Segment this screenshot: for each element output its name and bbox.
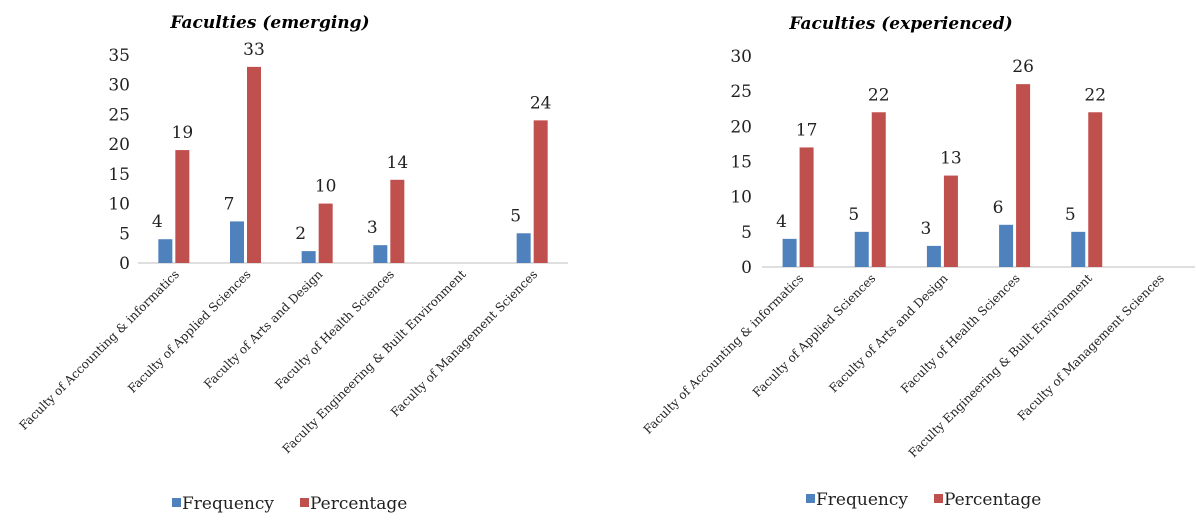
y-tick-label: 10 [108, 195, 130, 215]
y-tick-label: 15 [108, 165, 130, 185]
y-tick-label: 0 [741, 258, 752, 278]
data-label: 6 [993, 198, 1004, 218]
category-label: Faculty of Accounting & informatics [641, 271, 807, 437]
data-label: 5 [510, 206, 521, 226]
y-tick-label: 5 [741, 223, 752, 243]
y-tick-label: 15 [730, 153, 752, 173]
y-tick-label: 35 [108, 46, 130, 66]
chart-title: Faculties (experienced) [788, 14, 1012, 34]
data-label: 7 [224, 194, 235, 214]
legend-label: Percentage [310, 494, 407, 514]
legend-swatch [806, 494, 815, 503]
category-label: Faculty of Arts and Design [826, 271, 950, 395]
y-tick-label: 25 [108, 105, 130, 125]
bar-percentage [1088, 112, 1103, 268]
chart-1: Faculties (emerging)05101520253035419Fac… [16, 13, 568, 514]
data-label: 4 [152, 212, 163, 232]
data-label: 3 [367, 218, 378, 238]
data-label: 24 [530, 93, 552, 113]
bar-percentage [799, 147, 814, 267]
category-label: Faculty of Applied Sciences [125, 267, 254, 396]
bar-frequency [926, 245, 941, 267]
chart-2: Faculties (experienced) 0 5 10 15 20 25 30 4 17 Fa… [641, 14, 1195, 510]
bar-percentage [247, 66, 261, 263]
y-tick-label: 0 [119, 254, 130, 274]
category-label: Faculty of Applied Sciences [750, 271, 879, 400]
legend-swatch [934, 494, 943, 503]
data-label: 19 [172, 123, 194, 143]
y-tick-label: 30 [108, 76, 130, 96]
y-tick-label: 25 [730, 82, 752, 102]
bar-frequency [516, 233, 531, 263]
y-tick-label: 20 [730, 117, 752, 137]
data-label: 5 [848, 205, 859, 225]
data-label: 3 [921, 219, 932, 239]
legend-label: Frequency [816, 490, 908, 510]
category-label: Faculty of Arts and Design [201, 267, 325, 391]
data-label: 22 [868, 85, 890, 105]
category-label: Faculty of Health Sciences [898, 271, 1023, 396]
bar-frequency [1071, 231, 1086, 267]
data-label: 17 [796, 120, 818, 140]
data-label: 14 [387, 153, 409, 173]
bar-frequency [301, 251, 316, 263]
data-label: 5 [1065, 205, 1076, 225]
data-label: 10 [315, 177, 337, 197]
category-label: Faculty of Management Sciences [1015, 271, 1167, 423]
bar-percentage [318, 203, 333, 263]
bar-percentage [175, 150, 190, 263]
data-label: 26 [1012, 57, 1034, 77]
bar-frequency [782, 238, 797, 267]
legend-swatch [172, 498, 181, 507]
bar-frequency [854, 231, 869, 267]
data-label: 4 [776, 212, 787, 232]
chart-title: Faculties (emerging) [169, 13, 369, 33]
y-tick-label: 30 [730, 47, 752, 67]
data-label: 13 [940, 149, 962, 169]
bar-percentage [871, 112, 886, 268]
bar-percentage [943, 175, 958, 267]
bar-percentage [390, 179, 405, 263]
bar-frequency [230, 221, 244, 263]
bar-frequency [373, 245, 388, 263]
category-label: Faculty of Management Sciences [388, 267, 540, 419]
bar-frequency [999, 224, 1014, 267]
bar-percentage [533, 120, 548, 263]
data-label: 22 [1084, 85, 1106, 105]
legend-swatch [300, 498, 309, 507]
legend-label: Frequency [182, 494, 274, 514]
y-tick-label: 20 [108, 135, 130, 155]
y-tick-label: 10 [730, 188, 752, 208]
data-label: 2 [295, 224, 306, 244]
legend-label: Percentage [944, 490, 1041, 510]
category-label: Faculty of Accounting & informatics [16, 267, 182, 433]
data-label: 33 [243, 40, 265, 60]
bar-frequency [158, 239, 173, 263]
y-tick-label: 5 [119, 224, 130, 244]
category-label: Faculty of Health Sciences [272, 267, 397, 392]
bar-percentage [1016, 84, 1031, 267]
